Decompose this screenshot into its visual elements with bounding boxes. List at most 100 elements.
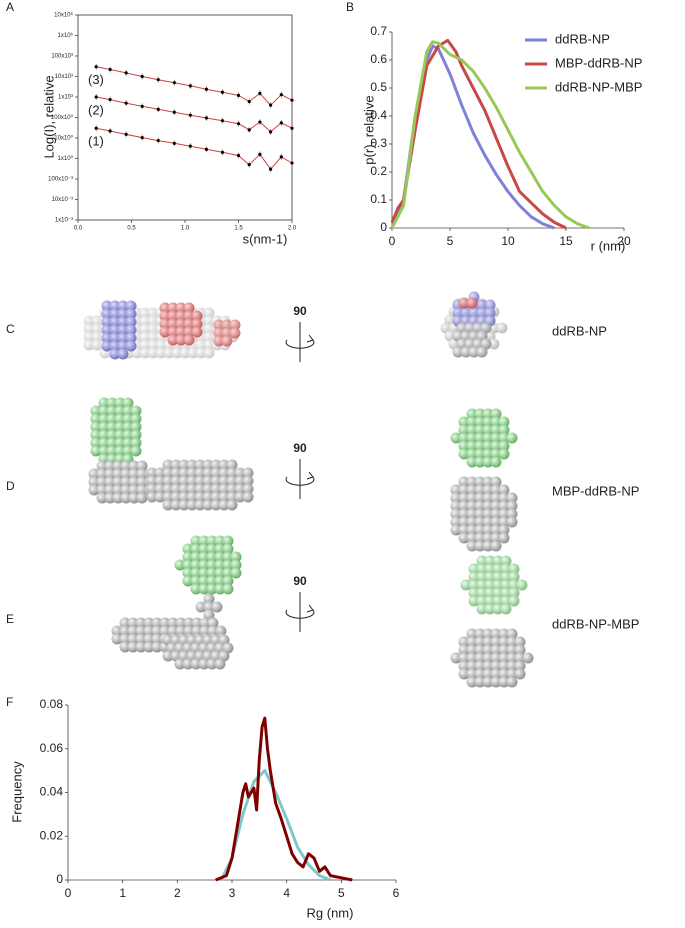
sphere: [96, 484, 108, 496]
sphere: [498, 660, 510, 672]
sphere: [218, 467, 230, 479]
sphere: [458, 524, 470, 536]
sphere: [125, 324, 137, 336]
sphere: [500, 563, 512, 575]
sphere: [466, 416, 478, 428]
sphere: [458, 516, 470, 528]
sphere: [458, 668, 470, 680]
sphere: [183, 318, 195, 330]
sphere: [143, 641, 155, 653]
sphere: [171, 347, 183, 359]
sphere: [147, 307, 159, 319]
sphere: [90, 421, 102, 433]
sphere: [498, 628, 510, 640]
series-label: (1): [88, 134, 104, 149]
sphere: [167, 302, 179, 314]
sphere: [476, 563, 488, 575]
sphere: [476, 571, 488, 583]
sphere: [214, 575, 226, 587]
sphere: [178, 499, 190, 511]
sphere: [484, 603, 496, 615]
sphere: [206, 567, 218, 579]
y-axis-label: p(r), relative: [361, 95, 376, 164]
sphere: [91, 331, 103, 343]
sphere: [506, 508, 518, 520]
sphere: [476, 579, 488, 591]
sphere: [498, 524, 510, 536]
sphere: [135, 625, 147, 637]
sphere: [109, 348, 121, 360]
sphere: [83, 323, 95, 335]
sphere: [203, 315, 215, 327]
sphere: [128, 492, 140, 504]
sphere: [106, 421, 118, 433]
sphere: [460, 579, 472, 591]
sphere: [490, 652, 502, 664]
sphere: [482, 416, 494, 428]
rotation-angle: 90: [293, 304, 307, 318]
sphere: [159, 625, 171, 637]
sphere: [466, 484, 478, 496]
sphere: [222, 535, 234, 547]
sphere: [96, 460, 108, 472]
sphere: [136, 484, 148, 496]
y-tick-label: 10x10⁰: [54, 135, 73, 142]
y-tick-label: 0: [56, 872, 63, 886]
y-tick-label: 10x10⁶: [54, 12, 73, 19]
rotation-arrow: [285, 604, 315, 619]
sphere: [498, 516, 510, 528]
sphere: [514, 660, 526, 672]
sphere: [119, 617, 131, 629]
data-point: [124, 101, 128, 105]
sphere: [474, 524, 486, 536]
sphere: [162, 483, 174, 495]
sphere: [234, 467, 246, 479]
sphere: [198, 551, 210, 563]
sphere: [195, 339, 207, 351]
sphere: [190, 551, 202, 563]
sphere: [187, 347, 199, 359]
sphere: [474, 456, 486, 468]
sphere: [130, 421, 142, 433]
sphere: [154, 467, 166, 479]
sphere: [508, 563, 520, 575]
sphere: [458, 660, 470, 672]
sphere: [154, 475, 166, 487]
sphere: [159, 318, 171, 330]
sphere: [206, 583, 218, 595]
sphere: [104, 492, 116, 504]
sphere: [139, 323, 151, 335]
sphere: [466, 628, 478, 640]
sphere: [112, 468, 124, 480]
sphere: [482, 628, 494, 640]
sphere: [194, 467, 206, 479]
sphere: [136, 492, 148, 504]
sphere: [230, 551, 242, 563]
rotation-arrow: [285, 334, 315, 349]
sphere: [466, 500, 478, 512]
data-point: [247, 128, 251, 132]
sphere: [498, 424, 510, 436]
sphere: [139, 315, 151, 327]
sphere-cluster: [90, 397, 142, 465]
sphere: [101, 300, 113, 312]
sphere: [466, 532, 478, 544]
sphere: [498, 448, 510, 460]
sphere: [506, 492, 518, 504]
sphere-cluster: [450, 476, 518, 552]
sphere: [206, 535, 218, 547]
sphere: [218, 459, 230, 471]
y-tick-label: 100x10⁻³: [48, 177, 73, 183]
sphere: [147, 323, 159, 335]
sphere: [452, 346, 464, 358]
sphere: [234, 483, 246, 495]
sphere: [104, 476, 116, 488]
sphere: [218, 491, 230, 503]
sphere: [500, 587, 512, 599]
sphere: [159, 302, 171, 314]
sphere: [492, 579, 504, 591]
sphere: [476, 603, 488, 615]
sphere: [178, 491, 190, 503]
sphere: [450, 432, 462, 444]
sphere: [104, 460, 116, 472]
